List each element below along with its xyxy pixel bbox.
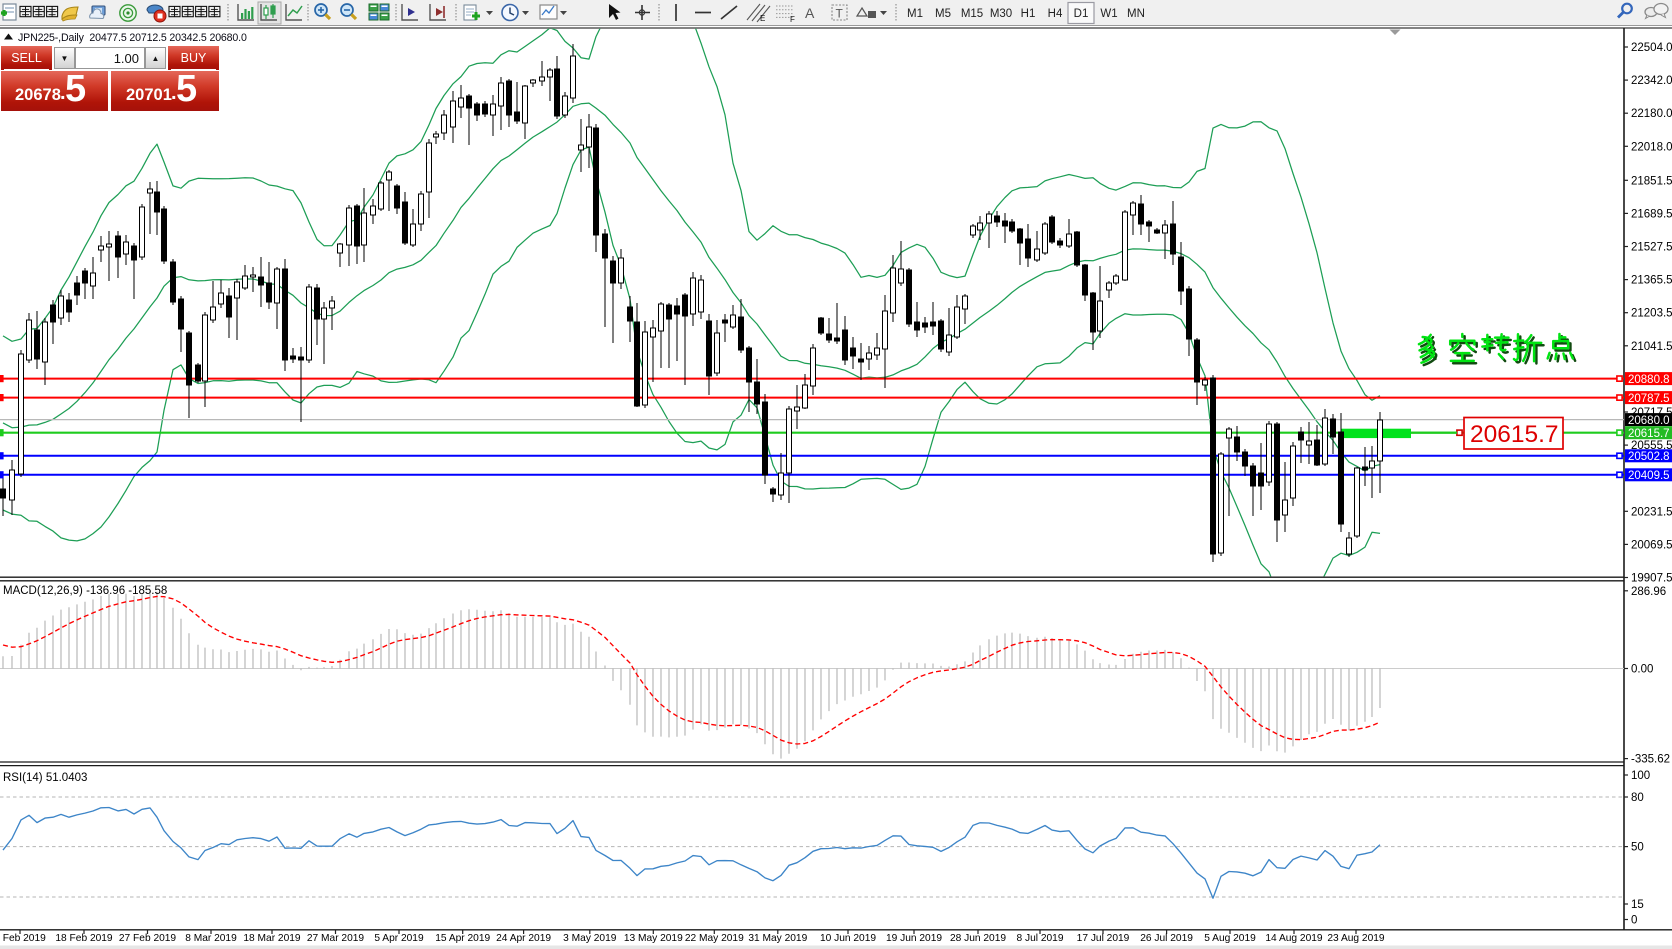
- svg-text:20502.8: 20502.8: [1628, 451, 1670, 463]
- svg-text:19907.5: 19907.5: [1631, 573, 1672, 585]
- svg-text:MN: MN: [1127, 8, 1145, 20]
- svg-text:M5: M5: [935, 8, 951, 20]
- svg-text:A: A: [805, 5, 815, 21]
- svg-text:F: F: [790, 15, 795, 24]
- svg-text:19 Jun 2019: 19 Jun 2019: [886, 933, 942, 944]
- svg-text:RSI(14) 51.0403: RSI(14) 51.0403: [3, 772, 87, 784]
- svg-text:20615.7: 20615.7: [1628, 428, 1670, 440]
- svg-text:27 Feb 2019: 27 Feb 2019: [119, 933, 177, 944]
- svg-text:8 Mar 2019: 8 Mar 2019: [185, 933, 237, 944]
- svg-text:D1: D1: [1074, 8, 1089, 20]
- svg-text:3 May 2019: 3 May 2019: [563, 933, 617, 944]
- svg-text:21203.5: 21203.5: [1631, 308, 1672, 320]
- svg-text:22342.0: 22342.0: [1631, 75, 1672, 87]
- svg-text:28 Jun 2019: 28 Jun 2019: [950, 933, 1006, 944]
- svg-text:80: 80: [1631, 792, 1644, 804]
- svg-text:26 Jul 2019: 26 Jul 2019: [1140, 933, 1193, 944]
- svg-text:20555.5: 20555.5: [1631, 440, 1672, 452]
- svg-text:E: E: [760, 14, 765, 23]
- svg-text:22180.0: 22180.0: [1631, 108, 1672, 120]
- svg-text:23 Aug 2019: 23 Aug 2019: [1327, 933, 1385, 944]
- svg-text:8 Feb 2019: 8 Feb 2019: [0, 933, 46, 944]
- svg-text:27 Mar 2019: 27 Mar 2019: [307, 933, 365, 944]
- svg-text:H4: H4: [1048, 8, 1063, 20]
- svg-text:20880.8: 20880.8: [1628, 374, 1670, 386]
- svg-text:24 Apr 2019: 24 Apr 2019: [496, 933, 551, 944]
- svg-text:286.96: 286.96: [1631, 586, 1666, 598]
- svg-text:22504.0: 22504.0: [1631, 42, 1672, 54]
- svg-text:18 Feb 2019: 18 Feb 2019: [55, 933, 113, 944]
- svg-text:20231.5: 20231.5: [1631, 506, 1672, 518]
- svg-text:20409.5: 20409.5: [1628, 470, 1670, 482]
- svg-text:H1: H1: [1021, 8, 1036, 20]
- svg-text:JPN225-,Daily 20477.5 20712.5: JPN225-,Daily 20477.5 20712.5 20342.5 20…: [18, 32, 247, 44]
- svg-text:M1: M1: [907, 8, 923, 20]
- svg-text:20615.7: 20615.7: [1470, 421, 1559, 448]
- svg-text:15 Apr 2019: 15 Apr 2019: [435, 933, 490, 944]
- svg-text:21527.5: 21527.5: [1631, 242, 1672, 254]
- svg-text:21041.5: 21041.5: [1631, 341, 1672, 353]
- svg-text:MACD(12,26,9) -136.96 -185.58: MACD(12,26,9) -136.96 -185.58: [3, 585, 167, 597]
- svg-text:20680.0: 20680.0: [1628, 415, 1670, 427]
- svg-text:17 Jul 2019: 17 Jul 2019: [1077, 933, 1130, 944]
- svg-text:13 May 2019: 13 May 2019: [624, 933, 683, 944]
- svg-text:21689.5: 21689.5: [1631, 208, 1672, 220]
- svg-text:T: T: [836, 7, 844, 21]
- svg-text:5 Apr 2019: 5 Apr 2019: [374, 933, 424, 944]
- svg-text:14 Aug 2019: 14 Aug 2019: [1265, 933, 1323, 944]
- svg-text:31 May 2019: 31 May 2019: [748, 933, 807, 944]
- svg-text:100: 100: [1631, 770, 1650, 782]
- svg-text:-335.62: -335.62: [1631, 754, 1670, 766]
- svg-text:M30: M30: [990, 8, 1012, 20]
- svg-text:8 Jul 2019: 8 Jul 2019: [1016, 933, 1063, 944]
- svg-text:22 May 2019: 22 May 2019: [685, 933, 744, 944]
- svg-text:18 Mar 2019: 18 Mar 2019: [243, 933, 301, 944]
- svg-text:0: 0: [1631, 915, 1637, 927]
- svg-text:21851.5: 21851.5: [1631, 175, 1672, 187]
- svg-text:W1: W1: [1100, 8, 1117, 20]
- svg-text:0.00: 0.00: [1631, 664, 1653, 676]
- svg-text:15: 15: [1631, 899, 1644, 911]
- svg-text:M15: M15: [961, 8, 983, 20]
- svg-text:22018.0: 22018.0: [1631, 141, 1672, 153]
- svg-text:10 Jun 2019: 10 Jun 2019: [820, 933, 876, 944]
- svg-text:21365.5: 21365.5: [1631, 275, 1672, 287]
- svg-text:20787.5: 20787.5: [1628, 393, 1670, 405]
- svg-text:5 Aug 2019: 5 Aug 2019: [1204, 933, 1256, 944]
- svg-text:20069.5: 20069.5: [1631, 539, 1672, 551]
- svg-text:50: 50: [1631, 842, 1644, 854]
